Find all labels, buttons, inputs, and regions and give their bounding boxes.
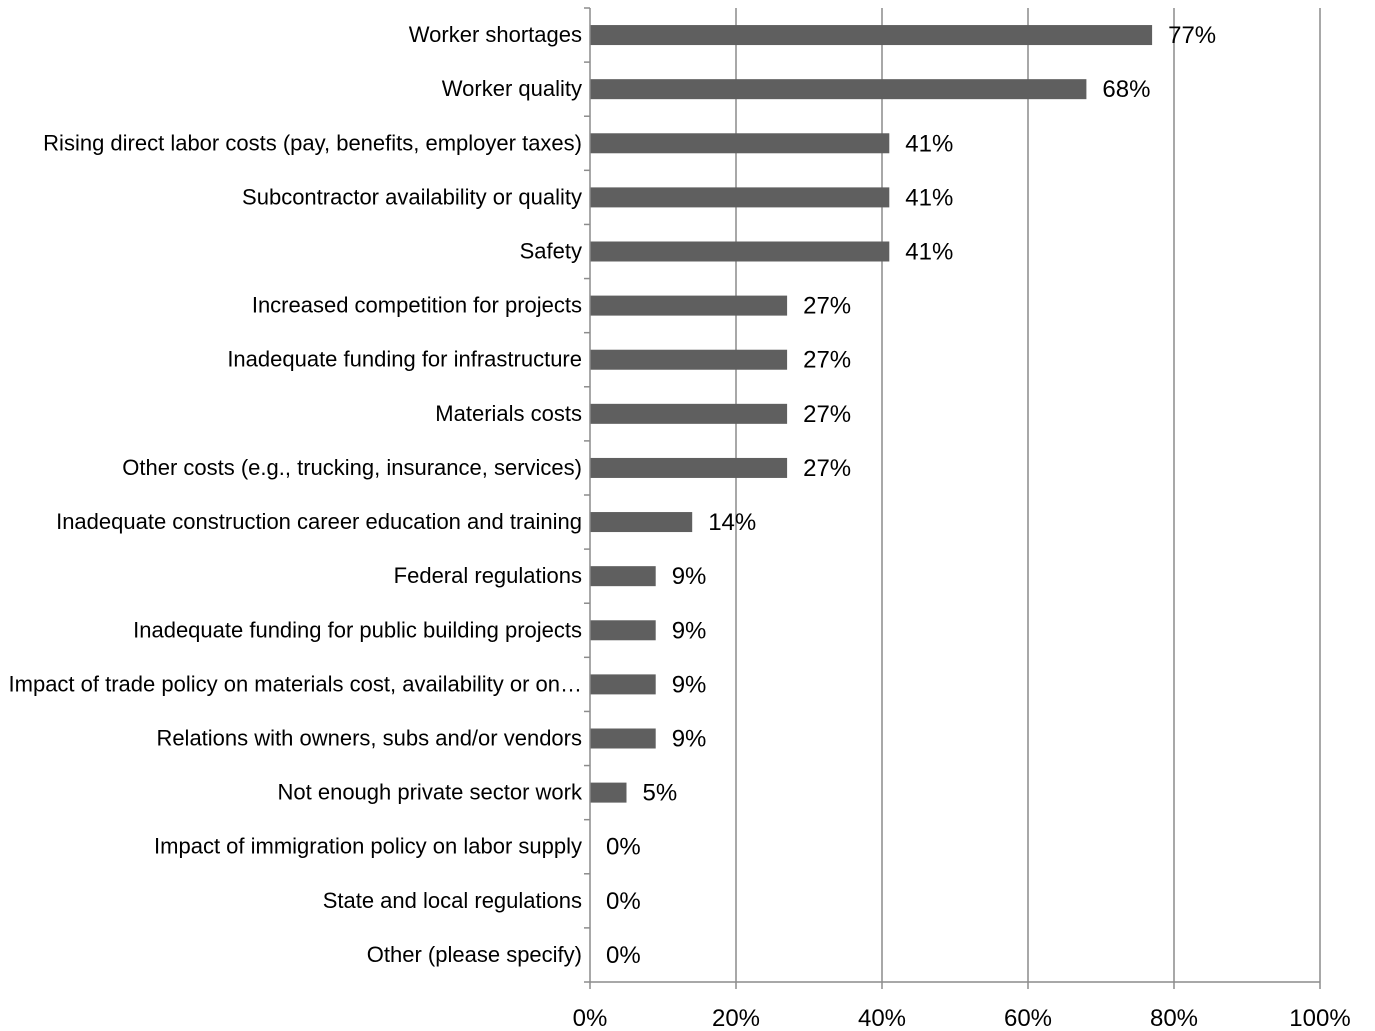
category-label: Other costs (e.g., trucking, insurance, … <box>122 455 582 480</box>
x-tick-label: 40% <box>858 1005 906 1031</box>
data-label: 9% <box>672 726 707 753</box>
bar <box>590 349 788 370</box>
bar <box>590 674 656 695</box>
category-label: Materials costs <box>435 401 582 426</box>
data-label: 0% <box>606 888 641 915</box>
bar <box>590 566 656 587</box>
data-label: 5% <box>643 780 678 807</box>
data-label: 9% <box>672 671 707 698</box>
category-label: Relations with owners, subs and/or vendo… <box>156 726 582 751</box>
category-label: Worker quality <box>442 76 582 101</box>
category-label: Impact of trade policy on materials cost… <box>9 671 582 696</box>
bar <box>590 133 890 154</box>
category-label: State and local regulations <box>323 888 582 913</box>
data-label: 9% <box>672 563 707 590</box>
data-label: 77% <box>1168 22 1216 49</box>
data-label: 41% <box>905 239 953 266</box>
data-label: 41% <box>905 184 953 211</box>
data-label: 14% <box>708 509 756 536</box>
x-tick-label: 60% <box>1004 1005 1052 1031</box>
bar <box>590 457 788 478</box>
bar <box>590 403 788 424</box>
category-label: Other (please specify) <box>367 942 582 967</box>
data-label: 68% <box>1102 76 1150 103</box>
bar <box>590 728 656 749</box>
bars <box>590 25 1153 803</box>
axes <box>584 7 1321 989</box>
category-label: Impact of immigration policy on labor su… <box>154 834 582 859</box>
category-label: Federal regulations <box>394 563 582 588</box>
bar <box>590 79 1087 100</box>
x-tick-label: 20% <box>712 1005 760 1031</box>
data-label: 27% <box>803 347 851 374</box>
x-tick-label: 80% <box>1150 1005 1198 1031</box>
bar <box>590 295 788 316</box>
x-tick-labels: 0% 20% 40% 60% 80% 100% <box>573 1005 1351 1031</box>
category-labels: Worker shortages Worker quality Rising dir… <box>9 22 583 967</box>
data-label: 0% <box>606 942 641 969</box>
category-label: Inadequate construction career education… <box>56 509 582 534</box>
data-label: 27% <box>803 293 851 320</box>
bar <box>590 187 890 208</box>
bar <box>590 25 1153 46</box>
category-label: Safety <box>520 239 582 264</box>
bar <box>590 620 656 641</box>
category-label: Inadequate funding for infrastructure <box>227 347 582 372</box>
category-label: Subcontractor availability or quality <box>242 184 582 209</box>
category-label: Increased competition for projects <box>252 293 582 318</box>
category-label: Worker shortages <box>409 22 582 47</box>
bar <box>590 512 693 533</box>
data-label: 41% <box>905 130 953 157</box>
category-label: Not enough private sector work <box>278 780 583 805</box>
value-labels: 77%68%41%41%41%27%27%27%27%14%9%9%9%9%5%… <box>606 22 1216 969</box>
data-label: 0% <box>606 834 641 861</box>
x-tick-label: 0% <box>573 1005 608 1031</box>
bar <box>590 241 890 262</box>
category-label: Inadequate funding for public building p… <box>133 617 582 642</box>
data-label: 27% <box>803 401 851 428</box>
x-tick-label: 100% <box>1289 1005 1350 1031</box>
category-label: Rising direct labor costs (pay, benefits… <box>43 130 582 155</box>
data-label: 9% <box>672 617 707 644</box>
bar <box>590 782 627 803</box>
gridlines <box>735 8 1321 982</box>
data-label: 27% <box>803 455 851 482</box>
